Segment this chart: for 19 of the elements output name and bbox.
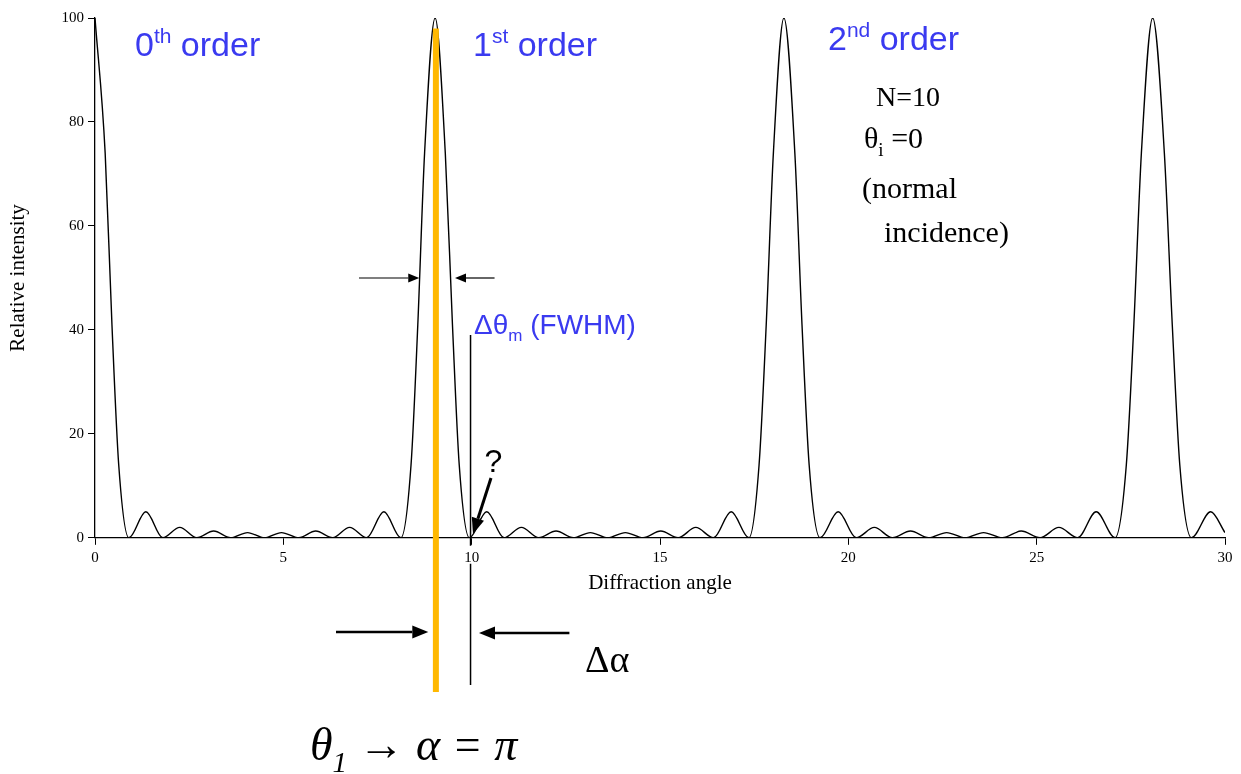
text: Δα	[585, 638, 630, 680]
x-tick-label: 15	[652, 548, 668, 565]
y-tick-label: 100	[61, 8, 84, 25]
x-tick-label: 30	[1217, 548, 1233, 565]
y-tick-label: 80	[69, 112, 84, 129]
y-tick-label: 40	[69, 320, 84, 337]
annotation: N=10	[876, 81, 941, 112]
y-axis-title: Relative intensity	[5, 203, 30, 352]
annotation: (normal incidence)	[862, 171, 1009, 249]
x-tick-label: 5	[279, 548, 288, 565]
x-tick-label: 0	[91, 548, 99, 565]
y-tick-label: 60	[69, 216, 84, 233]
x-tick-label: 20	[840, 548, 856, 565]
x-tick-label: 10	[464, 548, 480, 565]
y-tick-label: 20	[69, 424, 84, 441]
x-axis-title: Diffraction angle	[588, 569, 732, 594]
y-tick-label: 0	[76, 528, 84, 545]
annotation: ?	[484, 442, 503, 479]
x-tick-label: 25	[1029, 548, 1045, 565]
